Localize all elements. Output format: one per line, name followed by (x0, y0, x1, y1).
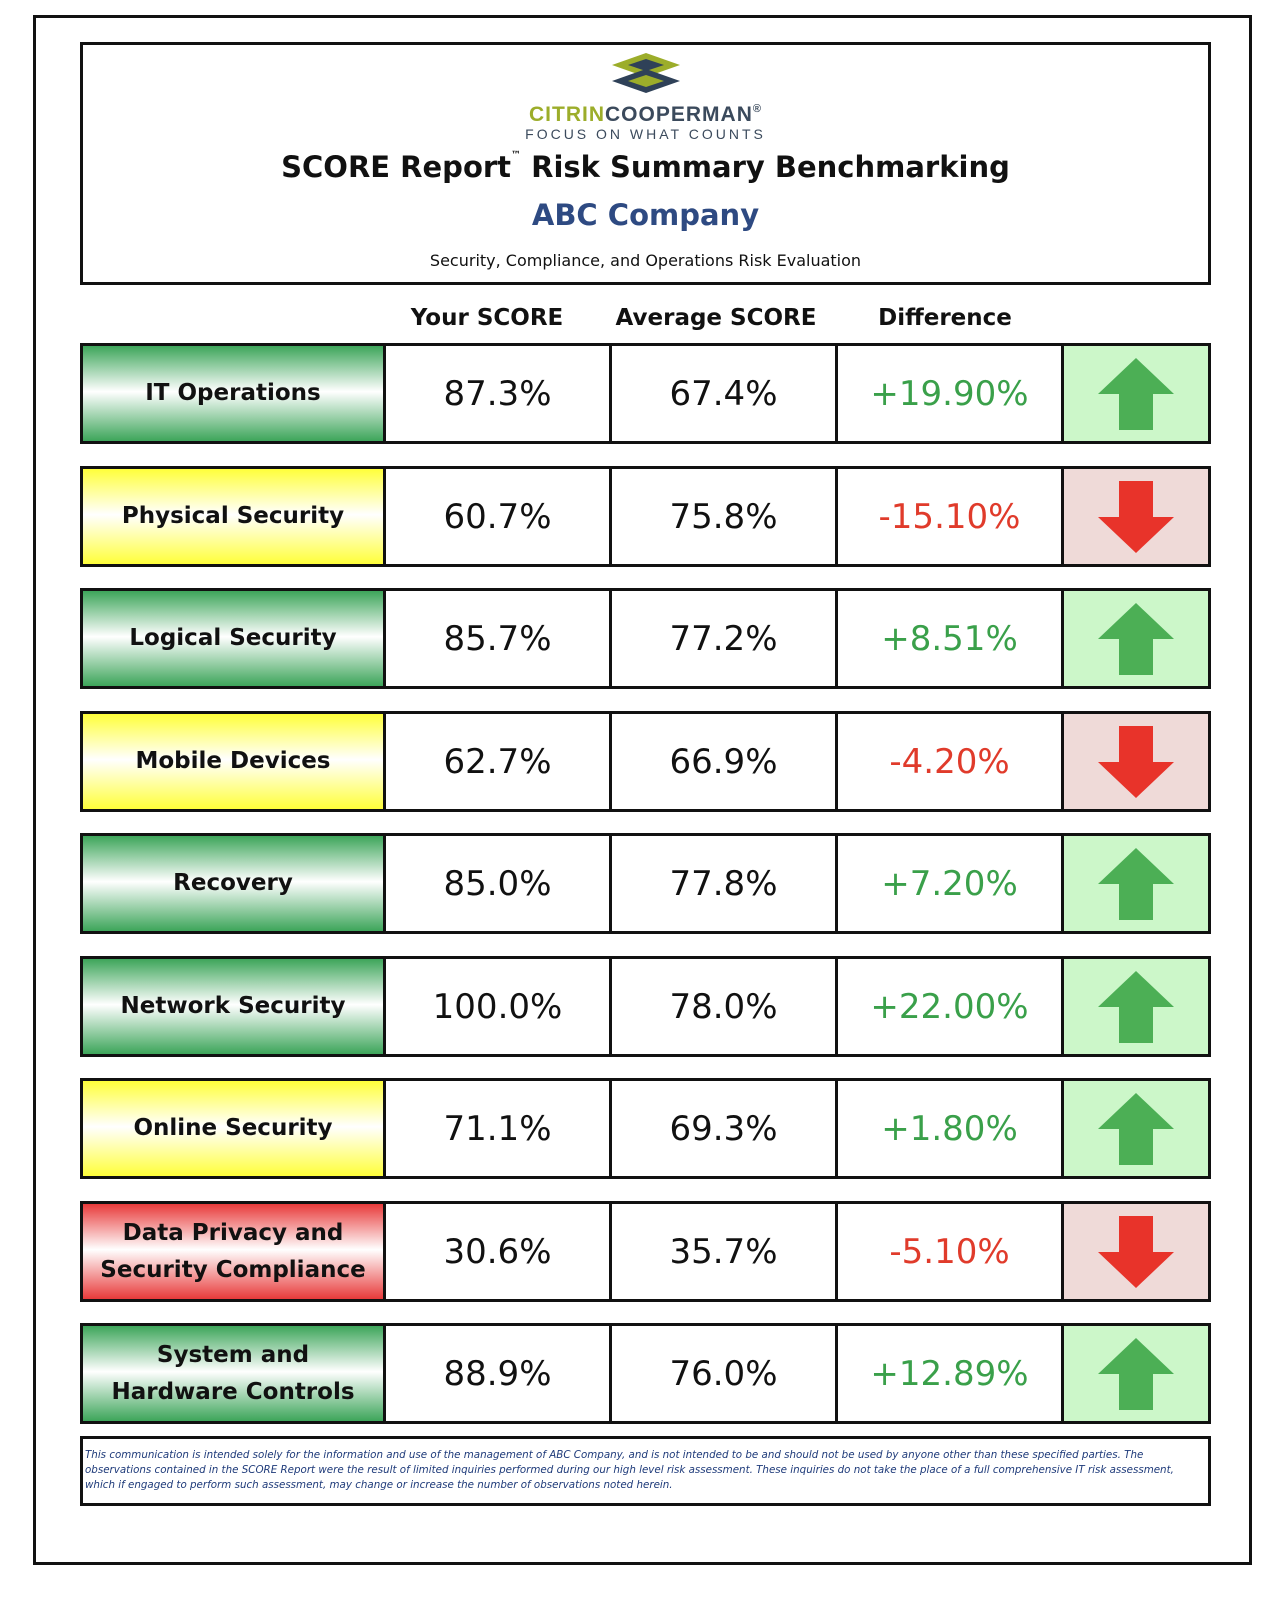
category-label: Physical Security (83, 469, 383, 564)
arrow-up-icon (1098, 602, 1174, 675)
your-score-value: 62.7% (383, 714, 609, 809)
report-subtitle: Security, Compliance, and Operations Ris… (429, 251, 862, 270)
trend-indicator (1061, 346, 1208, 441)
company-name: ABC Company (531, 198, 760, 232)
trend-indicator (1061, 714, 1208, 809)
your-score-value: 85.7% (383, 591, 609, 686)
table-row: Physical Security 60.7% 75.8% -15.10% (80, 466, 1211, 567)
arrow-down-icon (1098, 1215, 1174, 1288)
average-score-value: 67.4% (609, 346, 835, 441)
average-score-value: 77.2% (609, 591, 835, 686)
average-score-value: 66.9% (609, 714, 835, 809)
arrow-up-icon (1098, 1337, 1174, 1410)
table-row: System and Hardware Controls 88.9% 76.0% +1… (80, 1323, 1211, 1424)
your-score-value: 100.0% (383, 959, 609, 1054)
arrow-up-icon (1098, 1092, 1174, 1165)
difference-value: -5.10% (835, 1204, 1061, 1299)
category-label: Recovery (83, 836, 383, 931)
difference-value: -4.20% (835, 714, 1061, 809)
difference-value: +22.00% (835, 959, 1061, 1054)
average-score-value: 69.3% (609, 1081, 835, 1176)
difference-value: +1.80% (835, 1081, 1061, 1176)
category-text: Logical Security (129, 625, 337, 651)
category-text: Online Security (133, 1115, 333, 1141)
category-label: Logical Security (83, 591, 383, 686)
trademark-mark: ™ (511, 150, 522, 161)
category-label: Online Security (83, 1081, 383, 1176)
arrow-down-icon (1098, 480, 1174, 553)
category-text: Mobile Devices (135, 748, 331, 774)
category-label: Mobile Devices (83, 714, 383, 809)
category-text: Network Security (120, 993, 346, 1019)
difference-value: +8.51% (835, 591, 1061, 686)
category-text: Physical Security (121, 503, 345, 529)
disclaimer-text: This communication is intended solely fo… (85, 1449, 1174, 1491)
column-header-difference: Difference (878, 305, 1012, 331)
report-header: CITRINCOOPERMAN® FOCUS ON WHAT COUNTS SC… (80, 42, 1211, 285)
company-brand: CITRINCOOPERMAN® (83, 103, 1208, 127)
trend-indicator (1061, 1204, 1208, 1299)
arrow-up-icon (1098, 970, 1174, 1043)
difference-value: +7.20% (835, 836, 1061, 931)
your-score-value: 85.0% (383, 836, 609, 931)
difference-value: -15.10% (835, 469, 1061, 564)
category-label: System and Hardware Controls (83, 1326, 383, 1421)
brand-part-2: COOPERMAN (605, 103, 753, 126)
table-row: IT Operations 87.3% 67.4% +19.90% (80, 343, 1211, 444)
category-label: Network Security (83, 959, 383, 1054)
average-score-value: 35.7% (609, 1204, 835, 1299)
company-logo-icon (611, 53, 680, 93)
average-score-value: 76.0% (609, 1326, 835, 1421)
report-title-rest: Risk Summary Benchmarking (521, 150, 1010, 184)
your-score-value: 60.7% (383, 469, 609, 564)
difference-value: +19.90% (835, 346, 1061, 441)
category-text: Recovery (173, 870, 293, 896)
category-text: IT Operations (145, 380, 321, 406)
arrow-up-icon (1098, 847, 1174, 920)
brand-tagline: FOCUS ON WHAT COUNTS (525, 126, 766, 142)
arrow-down-icon (1098, 725, 1174, 798)
your-score-value: 71.1% (383, 1081, 609, 1176)
disclaimer-box: This communication is intended solely fo… (80, 1436, 1211, 1506)
average-score-value: 77.8% (609, 836, 835, 931)
trend-indicator (1061, 959, 1208, 1054)
page-border (33, 15, 1252, 1565)
table-row: Mobile Devices 62.7% 66.9% -4.20% (80, 711, 1211, 812)
brand-part-1: CITRIN (529, 103, 606, 126)
difference-value: +12.89% (835, 1326, 1061, 1421)
category-label: Data Privacy and Security Compliance (83, 1204, 383, 1299)
arrow-up-icon (1098, 357, 1174, 430)
trend-indicator (1061, 469, 1208, 564)
average-score-value: 75.8% (609, 469, 835, 564)
report-title: SCORE Report™ Risk Summary Benchmarking (83, 150, 1208, 184)
average-score-value: 78.0% (609, 959, 835, 1054)
category-text: Data Privacy and Security Compliance (100, 1219, 366, 1283)
trend-indicator (1061, 836, 1208, 931)
category-text: System and Hardware Controls (111, 1341, 355, 1405)
category-label: IT Operations (83, 346, 383, 441)
trend-indicator (1061, 1081, 1208, 1176)
your-score-value: 30.6% (383, 1204, 609, 1299)
brand-registered: ® (752, 103, 762, 115)
table-row: Data Privacy and Security Compliance 30.6… (80, 1201, 1211, 1302)
table-row: Network Security 100.0% 78.0% +22.00% (80, 956, 1211, 1057)
table-row: Logical Security 85.7% 77.2% +8.51% (80, 588, 1211, 689)
trend-indicator (1061, 1326, 1208, 1421)
column-header-average-score: Average SCORE (615, 305, 817, 331)
trend-indicator (1061, 591, 1208, 686)
table-row: Recovery 85.0% 77.8% +7.20% (80, 833, 1211, 934)
table-row: Online Security 71.1% 69.3% +1.80% (80, 1078, 1211, 1179)
your-score-value: 88.9% (383, 1326, 609, 1421)
your-score-value: 87.3% (383, 346, 609, 441)
column-header-your-score: Your SCORE (410, 305, 564, 331)
report-title-main: SCORE Report (281, 150, 512, 184)
